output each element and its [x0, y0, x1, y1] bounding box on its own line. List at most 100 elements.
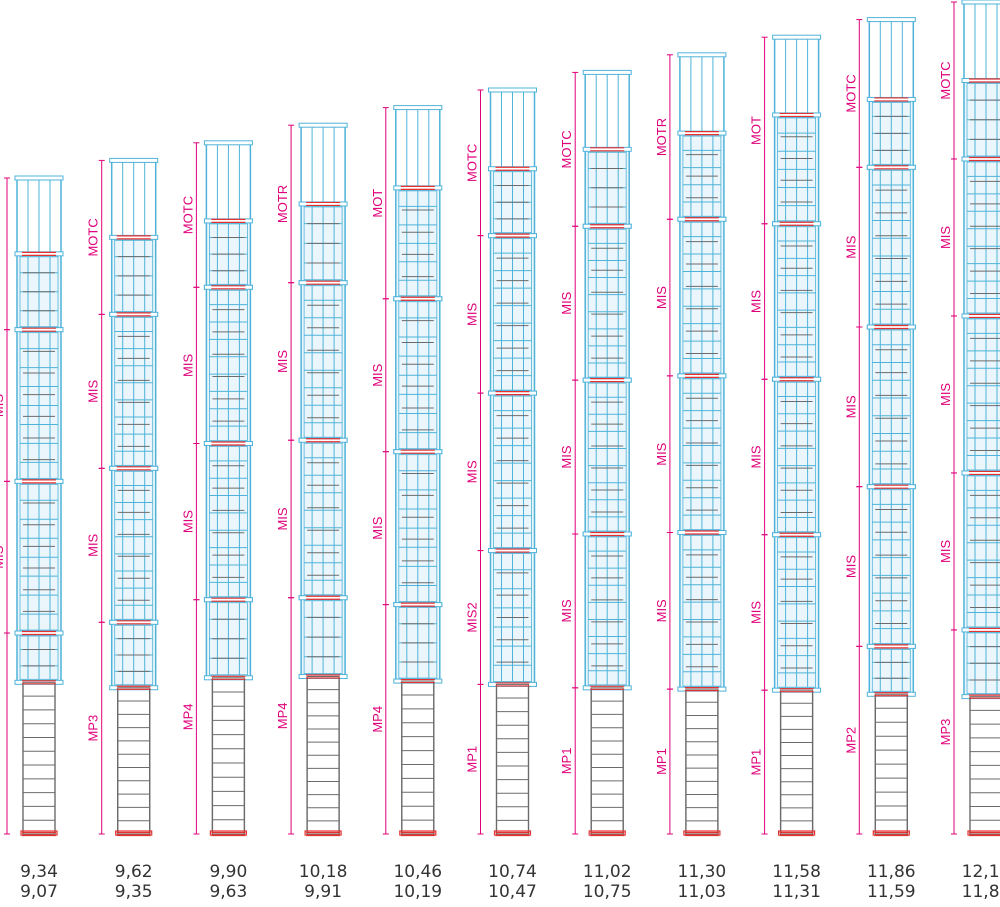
segment-label: MP1	[559, 748, 574, 775]
height-label: 10,74 10,47	[468, 862, 558, 902]
height-label: 10,18 9,91	[278, 862, 368, 902]
height-max: 11,02	[582, 862, 632, 882]
segment-label: MIS	[465, 460, 480, 483]
top-exit-rail	[393, 105, 443, 111]
ground-bar	[115, 830, 153, 836]
top-exit-frame	[963, 1, 1000, 82]
segment-label: MIS	[938, 226, 953, 249]
segment-label: MOTC	[843, 74, 858, 112]
cage-frame	[963, 472, 1000, 631]
height-min: 10,75	[582, 882, 632, 902]
ground-bar	[209, 830, 247, 836]
ground-bar	[493, 830, 532, 836]
segment-label: MOTR	[275, 185, 290, 223]
segment-label: MOTR	[654, 118, 669, 156]
height-min: 10,47	[488, 882, 537, 902]
ladder-section	[22, 681, 56, 835]
segment-label: MIS	[275, 507, 290, 530]
segment-label: MIS	[86, 533, 101, 556]
height-max: 11,30	[677, 862, 727, 882]
height-min: 11,03	[677, 882, 727, 902]
ladder-section	[211, 677, 245, 835]
ladder: MOTC MIS MIS MIS MP2	[843, 17, 916, 837]
ladder-section	[117, 687, 151, 835]
ladder-section	[780, 689, 814, 835]
ground-bar	[777, 830, 816, 836]
ladder: MOTC MIS MIS MP3	[86, 157, 159, 837]
segment-label: MIS	[0, 394, 6, 417]
height-min: 9,63	[209, 882, 248, 902]
top-exit-rail	[488, 87, 537, 93]
segment-label: MOTC	[86, 218, 101, 256]
segment-label: MIS	[749, 290, 764, 313]
cage-frame	[963, 315, 1000, 474]
segment-label: MP1	[465, 746, 480, 773]
height-max: 10,74	[488, 862, 537, 882]
cage-frame	[963, 158, 1000, 317]
ground-bar	[20, 830, 58, 836]
segment-label: MIS	[559, 445, 574, 468]
top-exit-rail	[582, 69, 632, 75]
height-max: 12,14	[961, 862, 1000, 882]
segment-label: MIS	[0, 545, 6, 568]
ladder: MOT MIS MIS MIS MP1	[749, 34, 822, 837]
segment-label: MIS	[559, 599, 574, 622]
ground-bar	[304, 830, 342, 836]
segment-label: MP2	[843, 727, 858, 754]
height-min: 11,31	[772, 882, 821, 902]
ladder: MOTC MIS MIS MIS MP1	[559, 69, 632, 837]
segment-label: MOTC	[465, 144, 480, 182]
segment-label: MIS	[654, 286, 669, 309]
segment-label: MIS	[749, 601, 764, 624]
top-exit-rail	[677, 52, 727, 58]
segment-label: MOTC	[180, 196, 195, 234]
height-max: 9,62	[114, 862, 153, 882]
segment-label: MIS	[843, 555, 858, 578]
segment-label: MP4	[370, 706, 385, 733]
segment-label: MP1	[654, 748, 669, 775]
segment-label: MIS	[843, 395, 858, 418]
segment-label: MIS	[843, 235, 858, 258]
segment-label: MIS	[559, 291, 574, 314]
height-max: 10,46	[393, 862, 443, 882]
top-exit-rail	[109, 157, 159, 163]
segment-label: MIS	[654, 442, 669, 465]
top-exit-rail	[298, 122, 348, 128]
height-min: 11,87	[961, 882, 1000, 902]
height-min: 11,59	[866, 882, 916, 902]
height-max: 10,18	[298, 862, 348, 882]
ground-bar	[683, 830, 721, 836]
ladder: MOTC MIS MIS MIS2 MP1	[465, 87, 537, 837]
segment-label: MIS	[180, 510, 195, 533]
top-exit-rail	[14, 175, 64, 181]
height-max: 9,34	[20, 862, 58, 882]
segment-label: MIS	[938, 383, 953, 406]
segment-label: MOTC	[559, 130, 574, 168]
ground-bar	[399, 830, 437, 836]
segment-label: MIS	[749, 445, 764, 468]
segment-label: MOT	[370, 189, 385, 218]
height-max: 11,86	[866, 862, 916, 882]
segment-label: MIS	[654, 599, 669, 622]
ground-bar	[967, 830, 1000, 836]
segment-label: MP4	[275, 702, 290, 729]
segment-label: MP4	[180, 703, 195, 730]
segment-label: MP3	[86, 715, 101, 742]
ladder: MOTC MIS MIS MP4	[180, 140, 253, 837]
ladder-section	[590, 687, 624, 835]
height-label: 10,46 10,19	[373, 862, 463, 902]
height-min: 9,35	[114, 882, 153, 902]
height-label: 11,30 11,03	[657, 862, 747, 902]
height-max: 11,58	[772, 862, 821, 882]
segment-label: MIS	[86, 379, 101, 402]
height-label: 9,90 9,63	[183, 862, 273, 902]
ladder: MIS MIS	[0, 175, 64, 837]
height-label: 11,86 11,59	[846, 862, 936, 902]
height-label: 11,58 11,31	[752, 862, 842, 902]
ladder-section	[401, 680, 435, 835]
ladder-section	[496, 683, 529, 835]
segment-label: MIS	[370, 516, 385, 539]
ladder-section	[685, 688, 719, 835]
segment-label: MP3	[938, 719, 953, 746]
